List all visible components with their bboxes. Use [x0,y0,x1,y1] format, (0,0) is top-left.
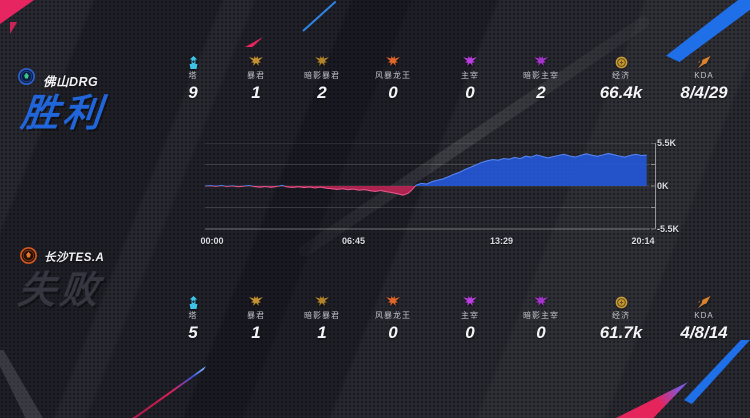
stat-value: 0 [465,83,475,102]
x-axis-tick-label: 00:00 [200,236,224,246]
stat-shadow-tyrant: 暗影暴君 2 [290,56,354,101]
stat-value: 5 [188,323,198,342]
stat-value: 2 [317,83,327,102]
pink-triangle-icon [245,37,263,47]
stat-label: 暗影暴君 [304,71,340,80]
stat-shadow-dominator: 暗影主宰 2 [509,56,573,101]
stat-shadow-tyrant: 暗影暴君 1 [290,296,354,341]
stat-value: 8/4/29 [680,83,728,102]
stat-label: 主宰 [461,311,479,320]
y-axis-tick-label: 5.5K [657,138,677,148]
stat-tyrant: 暴君 1 [224,296,288,341]
stat-dominator: 主宰 0 [438,296,502,341]
stat-value: 9 [188,83,198,102]
y-axis-tick-label: -5.5K [657,224,680,234]
tower-icon [161,56,225,70]
loser-stats-row: 塔 5 暴君 1 暗影暴君 1 风暴龙王 0 主宰 0 暗影主宰 0 经济 61.7k KDA 4/8/14 [0,296,750,346]
stat-label: 经济 [612,311,630,320]
tyrant-icon [224,56,288,70]
stat-economy: 经济 61.7k [589,296,653,341]
stat-label: 暗影主宰 [523,71,559,80]
dominator-icon [438,56,502,70]
winner-team-logo [18,68,35,85]
x-axis-tick-label: 20:14 [631,236,655,246]
x-axis-tick-label: 06:45 [341,236,365,246]
stat-value: 4/8/14 [680,323,728,342]
stat-kda: KDA 4/8/14 [672,296,736,341]
stat-label: 暴君 [247,311,265,320]
stat-label: 主宰 [461,71,479,80]
stat-label: 风暴龙王 [375,71,411,80]
stat-economy: 经济 66.4k [589,56,653,101]
shadow-dominator-icon [509,56,573,70]
shadow-tyrant-icon [290,296,354,310]
stat-label: KDA [694,311,714,320]
stat-value: 0 [388,323,398,342]
stat-value: 0 [388,83,398,102]
stat-label: 风暴龙王 [375,311,411,320]
economy-icon [589,56,653,70]
winner-team-name: 佛山DRG [43,75,99,89]
stat-value: 1 [251,83,261,102]
stat-value: 1 [251,323,261,342]
dominator-icon [438,296,502,310]
stat-storm-dragon: 风暴龙王 0 [361,56,425,101]
economy-icon [589,296,653,310]
x-axis-tick-label: 13:29 [490,236,514,246]
stat-label: 塔 [188,311,198,320]
stat-storm-dragon: 风暴龙王 0 [361,296,425,341]
stat-label: KDA [694,71,714,80]
stat-value: 2 [536,83,546,102]
storm-dragon-icon [361,296,425,310]
stat-label: 经济 [612,71,630,80]
stat-dominator: 主宰 0 [438,56,502,101]
stat-tyrant: 暴君 1 [224,56,288,101]
shadow-dominator-icon [509,296,573,310]
stat-kda: KDA 8/4/29 [672,56,736,101]
stat-value: 61.7k [599,323,643,342]
stat-value: 66.4k [599,83,643,102]
winner-stats-row: 塔 9 暴君 1 暗影暴君 2 风暴龙王 0 主宰 0 暗影主宰 2 经济 66.4k KDA 8/4/29 [0,56,750,106]
shadow-tyrant-icon [290,56,354,70]
stat-label: 暴君 [247,71,265,80]
stat-label: 暗影主宰 [523,311,559,320]
stat-value: 0 [536,323,546,342]
stat-value: 1 [317,323,327,342]
storm-dragon-icon [361,56,425,70]
kda-icon [672,296,736,310]
gold-difference-chart [205,142,665,231]
loser-team-name: 长沙TES.A [44,252,105,264]
y-axis-tick-label: 0K [657,181,669,191]
stat-label: 暗影暴君 [304,311,340,320]
stat-shadow-dominator: 暗影主宰 0 [509,296,573,341]
tower-icon [161,296,225,310]
kda-icon [672,56,736,70]
stat-label: 塔 [188,71,198,80]
tyrant-icon [224,296,288,310]
stat-value: 0 [465,323,475,342]
loser-team-logo [20,247,37,264]
